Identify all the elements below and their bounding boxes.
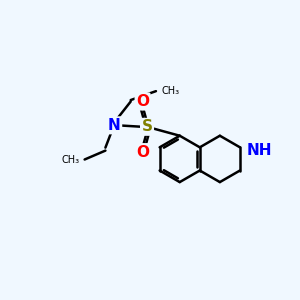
Text: S: S (142, 119, 152, 134)
Text: NH: NH (247, 143, 272, 158)
Text: O: O (136, 145, 149, 160)
Text: CH₃: CH₃ (161, 86, 179, 96)
Text: CH₃: CH₃ (61, 154, 79, 164)
Text: O: O (136, 94, 149, 109)
Text: N: N (108, 118, 121, 133)
